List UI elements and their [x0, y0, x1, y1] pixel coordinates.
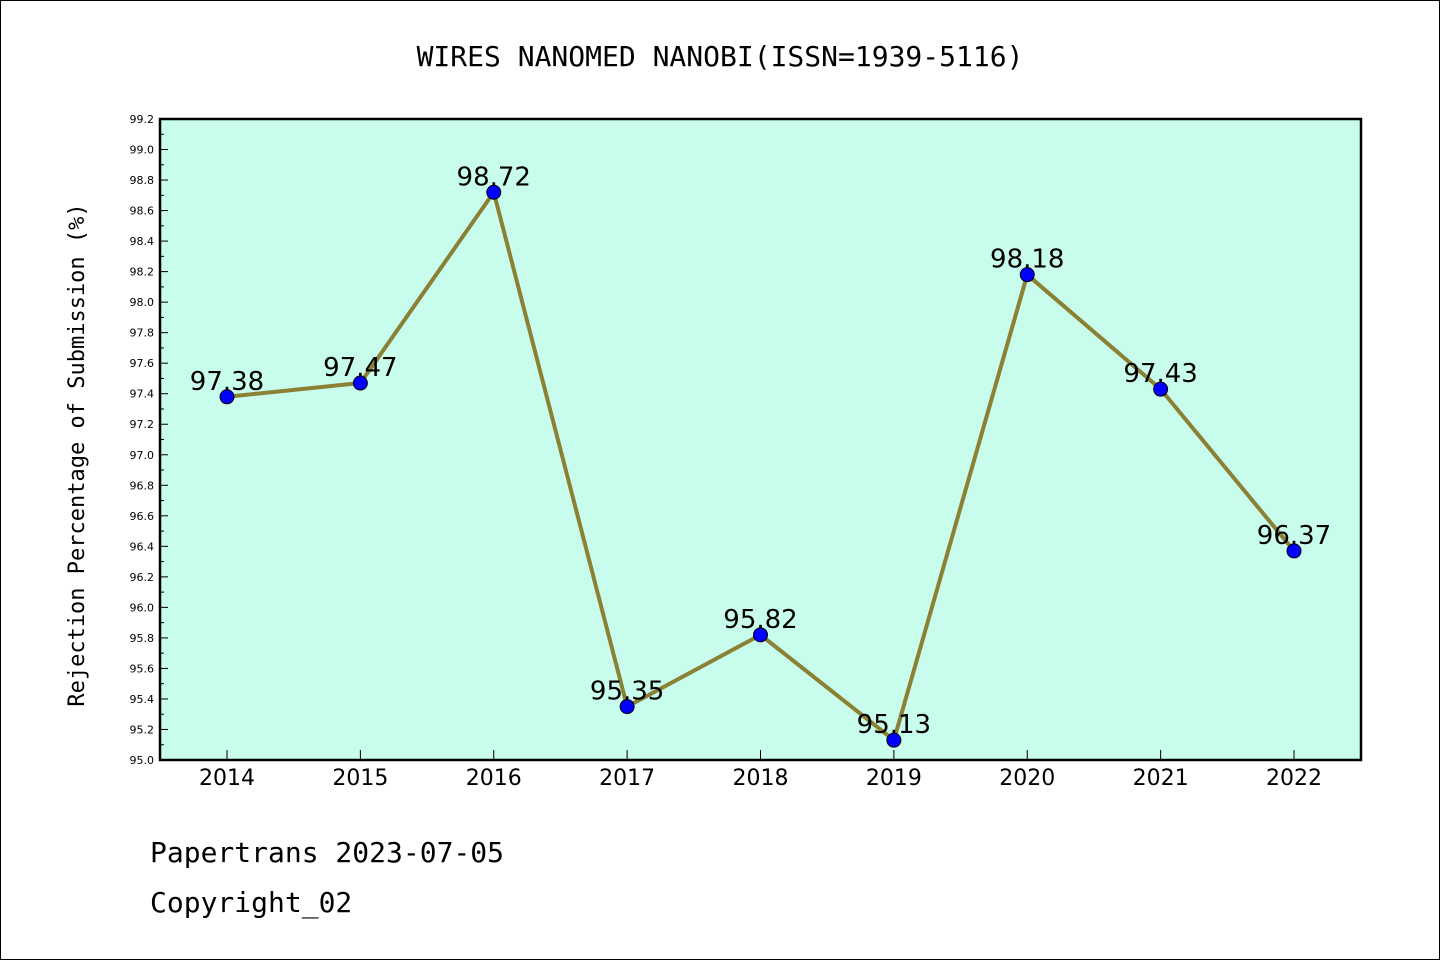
data-label: 95.13 — [857, 710, 931, 740]
data-label: 95.35 — [590, 677, 664, 707]
y-tick-label: 98.6 — [130, 205, 155, 218]
data-point — [753, 627, 768, 643]
chart-title: WIRES NANOMED NANOBI(ISSN=1939-5116) — [417, 40, 1024, 73]
y-tick-label: 96.0 — [130, 601, 155, 614]
y-tick-label: 97.8 — [130, 327, 155, 340]
y-tick-label: 97.4 — [130, 388, 155, 401]
data-point — [352, 375, 368, 391]
footer-date: Papertrans 2023-07-05 — [150, 836, 505, 869]
series-points — [219, 184, 1302, 748]
y-tick-label: 95.6 — [130, 662, 155, 675]
y-tick-label: 98.0 — [130, 296, 155, 309]
y-axis: 95.0 95.2 95.4 95.6 95.8 96.0 96.2 96.4 96.6 96.8… — [130, 113, 168, 767]
y-tick-label: 95.4 — [130, 693, 155, 706]
x-tick-label: 2021 — [1133, 766, 1189, 791]
y-tick-label: 99.0 — [130, 144, 155, 157]
y-axis-label: Rejection Percentage of Submission (%) — [65, 203, 90, 706]
y-tick-label: 95.2 — [130, 723, 155, 736]
x-tick-label: 2022 — [1266, 766, 1322, 791]
y-tick-label: 97.0 — [130, 449, 155, 462]
data-point — [1019, 267, 1035, 283]
y-tick-label: 99.2 — [130, 113, 155, 126]
data-label: 97.43 — [1123, 359, 1197, 389]
x-tick-label: 2019 — [866, 766, 922, 791]
x-tick-label: 2018 — [733, 766, 789, 791]
data-labels: 97.38 97.47 98.72 95.35 95.82 95.13 98.18 97.43… — [190, 162, 1331, 740]
y-tick-label: 96.4 — [130, 540, 155, 553]
x-tick-label: 2014 — [199, 766, 255, 791]
y-tick-label: 98.2 — [130, 266, 155, 279]
plot-border — [158, 117, 1363, 762]
data-point — [1286, 543, 1302, 559]
data-label: 97.38 — [190, 367, 264, 397]
y-tick-label: 95.0 — [130, 754, 155, 767]
data-point — [1153, 381, 1169, 397]
data-point — [486, 184, 502, 200]
y-tick-label: 98.8 — [130, 174, 155, 187]
y-tick-label: 95.8 — [130, 632, 155, 645]
y-tick-label: 97.6 — [130, 357, 155, 370]
y-tick-label: 96.6 — [130, 510, 155, 523]
data-label: 98.72 — [457, 162, 531, 192]
y-tick-label: 98.4 — [130, 235, 155, 248]
x-tick-label: 2020 — [999, 766, 1055, 791]
footer-copyright: Copyright_02 — [150, 886, 353, 919]
y-tick-label: 96.8 — [130, 479, 155, 492]
x-axis: 2014 2015 2016 2017 2018 2019 2020 2021 2022 — [199, 750, 1322, 791]
y-tick-label: 97.2 — [130, 418, 155, 431]
x-tick-label: 2016 — [466, 766, 522, 791]
data-point — [219, 389, 235, 405]
plot-area — [160, 119, 1361, 760]
data-label: 96.37 — [1257, 521, 1331, 551]
x-tick-label: 2017 — [599, 766, 655, 791]
data-point — [886, 732, 902, 748]
data-label: 98.18 — [990, 245, 1064, 275]
y-tick-label: 96.2 — [130, 571, 155, 584]
data-point — [619, 699, 635, 715]
data-label: 97.47 — [323, 353, 397, 383]
x-tick-label: 2015 — [332, 766, 388, 791]
data-label: 95.82 — [723, 605, 797, 635]
